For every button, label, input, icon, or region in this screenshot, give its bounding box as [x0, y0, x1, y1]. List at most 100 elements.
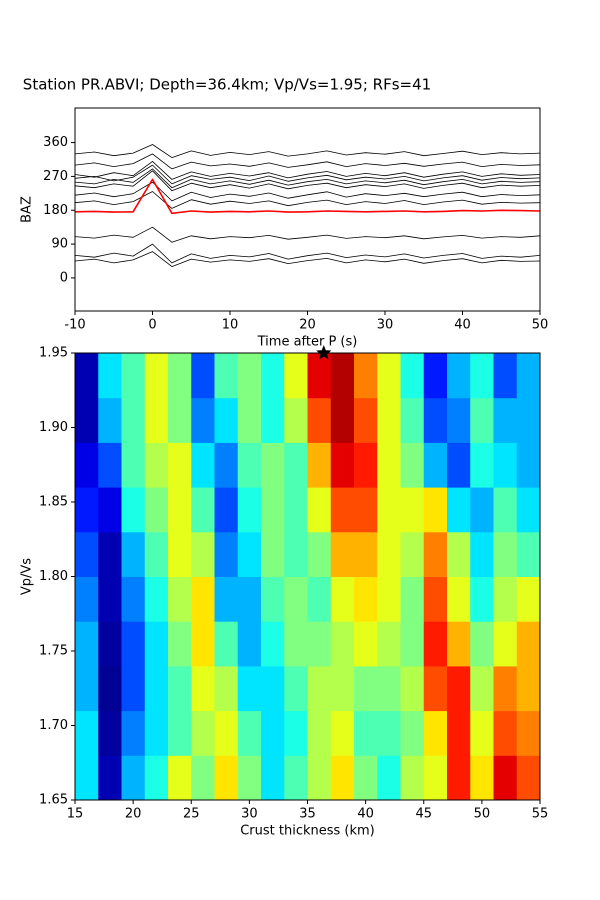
heat-cell	[98, 665, 122, 712]
heat-cell	[98, 442, 122, 488]
heat-cell	[423, 442, 448, 488]
heat-cell	[330, 710, 355, 756]
heat-cell	[168, 353, 192, 399]
heat-cell	[75, 397, 99, 443]
heat-cell	[237, 621, 262, 667]
heat-cell	[237, 397, 262, 443]
trace	[75, 191, 540, 209]
heat-cell	[214, 353, 239, 399]
heat-cell	[121, 665, 146, 712]
heat-cell	[284, 755, 308, 801]
y-tick-label: 360	[43, 135, 68, 150]
heat-cell	[493, 710, 518, 756]
trace	[75, 144, 540, 158]
trace	[75, 251, 540, 267]
heat-cell	[516, 621, 541, 667]
heat-cell	[191, 755, 215, 801]
x-tick-label: 40	[357, 807, 374, 822]
heat-cell	[75, 442, 99, 488]
heat-cell	[493, 531, 518, 577]
heat-cell	[237, 710, 262, 756]
heat-cell	[447, 710, 471, 756]
x-tick-label: 45	[415, 807, 432, 822]
heat-cell	[354, 621, 378, 667]
heat-cell	[284, 487, 308, 533]
heat-cell	[493, 665, 518, 712]
heat-cell	[307, 442, 332, 488]
x-tick-label: 10	[222, 318, 239, 333]
heat-cell	[98, 576, 122, 622]
heat-cell	[168, 442, 192, 488]
heat-cell	[307, 755, 332, 801]
heat-cell	[447, 755, 471, 801]
heat-cell	[470, 755, 494, 801]
heat-cell	[75, 755, 99, 801]
heat-cell	[423, 576, 448, 622]
heat-cell	[144, 442, 169, 488]
heat-cell	[423, 621, 448, 667]
best-fit-star	[316, 345, 332, 360]
heat-cell	[237, 353, 262, 399]
heat-cell	[377, 621, 401, 667]
x-tick-label: 25	[183, 807, 200, 822]
heat-cell	[423, 710, 448, 756]
heat-cell	[237, 576, 262, 622]
heat-cell	[493, 487, 518, 533]
heat-cell	[168, 531, 192, 577]
x-axis-label: Crust thickness (km)	[240, 824, 375, 839]
heat-cell	[400, 531, 425, 577]
heat-cell	[121, 576, 146, 622]
heat-cell	[447, 353, 471, 399]
x-tick-label: 50	[474, 807, 491, 822]
heat-cell	[400, 353, 425, 399]
heat-cell	[98, 531, 122, 577]
heat-cell	[191, 576, 215, 622]
heat-cell	[447, 487, 471, 533]
x-tick-label: 40	[454, 318, 471, 333]
heat-cell	[75, 353, 99, 399]
heat-cell	[191, 621, 215, 667]
heat-cell	[284, 665, 308, 712]
heat-cell	[307, 621, 332, 667]
heat-cell	[75, 665, 99, 712]
heat-cell	[354, 755, 378, 801]
heat-cell	[121, 442, 146, 488]
heat-cell	[470, 353, 494, 399]
heat-cell	[284, 353, 308, 399]
heat-cell	[144, 531, 169, 577]
trace	[75, 226, 540, 243]
heat-cell	[377, 353, 401, 399]
heat-cell	[144, 576, 169, 622]
heat-cell	[377, 531, 401, 577]
y-tick-label: 180	[43, 203, 68, 218]
x-tick-label: 20	[299, 318, 316, 333]
heat-cell	[261, 487, 285, 533]
heat-cell	[98, 487, 122, 533]
heat-cell	[168, 397, 192, 443]
heat-cell	[261, 397, 285, 443]
heat-cell	[284, 397, 308, 443]
plot-frame	[74, 107, 541, 312]
heat-cell	[98, 621, 122, 667]
heat-cell	[261, 442, 285, 488]
heat-cell	[447, 531, 471, 577]
heat-cell	[307, 576, 332, 622]
heat-cell	[191, 353, 215, 399]
trace	[75, 181, 540, 202]
heat-cell	[307, 665, 332, 712]
heat-cell	[261, 531, 285, 577]
heat-cell	[470, 710, 494, 756]
y-tick-label: 1.85	[39, 495, 68, 510]
heat-cell	[470, 397, 494, 443]
heat-cell	[400, 442, 425, 488]
heat-cell	[447, 621, 471, 667]
heat-cell	[284, 442, 308, 488]
heat-cell	[330, 487, 355, 533]
chart-title: Station PR.ABVI; Depth=36.4km; Vp/Vs=1.9…	[23, 76, 431, 94]
heat-cell	[121, 531, 146, 577]
heat-cell	[98, 353, 122, 399]
heat-cell	[516, 442, 541, 488]
heat-cell	[470, 576, 494, 622]
heat-cell	[516, 576, 541, 622]
heat-cell	[377, 665, 401, 712]
